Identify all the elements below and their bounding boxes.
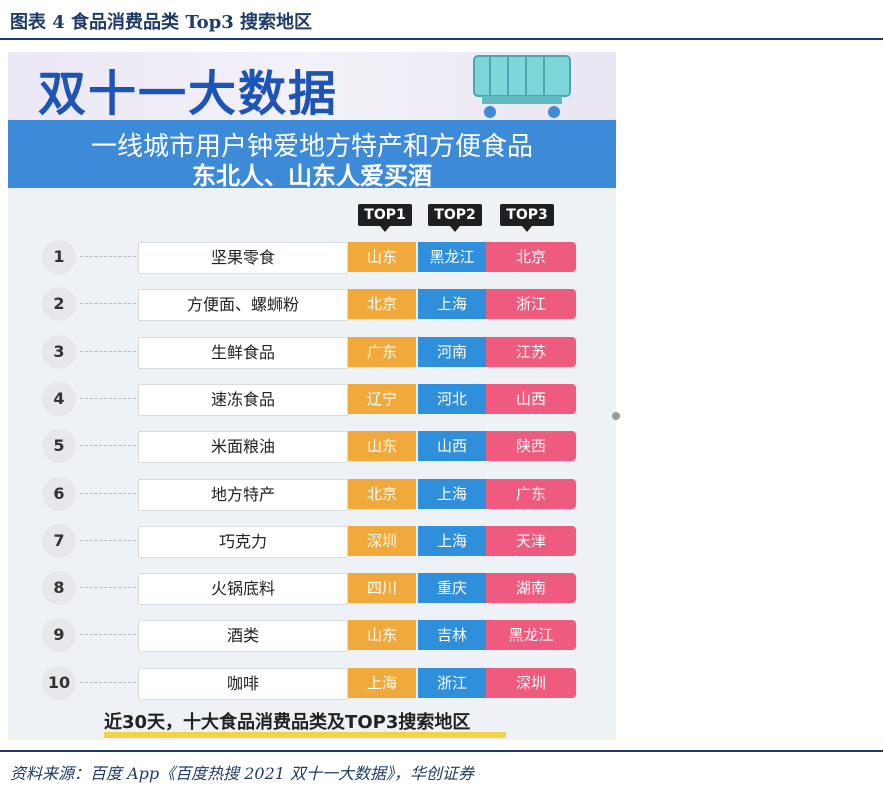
row-dash-connector — [80, 634, 136, 636]
top3-region: 天津 — [486, 525, 576, 556]
top3-region: 陕西 — [486, 431, 576, 462]
rank-number: 5 — [42, 429, 76, 464]
subtitle-banner: 一线城市用户钟爱地方特产和方便食品 东北人、山东人爱买酒 — [8, 120, 616, 190]
rank-number: 2 — [42, 287, 76, 322]
ranking-row: 4 速冻食品 辽宁 河北 山西 — [8, 381, 616, 416]
top2-region: 河南 — [418, 336, 486, 367]
category-name: 坚果零食 — [138, 242, 348, 274]
top3-region: 北京 — [486, 242, 576, 272]
ranking-row: 1 坚果零食 山东 黑龙江 北京 — [8, 240, 616, 274]
source-note: 资料来源：百度 App《百度热搜 2021 双十一大数据》，华创证券 — [10, 764, 475, 783]
row-dash-connector — [80, 445, 136, 447]
top3-region: 广东 — [486, 478, 576, 509]
figure-caption: 图表 4 食品消费品类 Top3 搜索地区 — [10, 12, 313, 33]
top1-region: 上海 — [348, 667, 416, 698]
subtitle-line-2: 东北人、山东人爱买酒 — [192, 162, 432, 190]
rank-number: 6 — [42, 476, 76, 511]
ranking-row: 9 酒类 山东 吉林 黑龙江 — [8, 618, 616, 653]
top2-region: 上海 — [418, 289, 486, 320]
top2-region: 黑龙江 — [418, 242, 486, 272]
rank-number: 7 — [42, 523, 76, 558]
top1-region: 北京 — [348, 289, 416, 320]
footer-note: 近30天，十大食品消费品类及TOP3搜索地区 — [104, 712, 471, 733]
top1-region: 深圳 — [348, 525, 416, 556]
category-name: 米面粮油 — [138, 431, 348, 464]
category-name: 火锅底料 — [138, 573, 348, 606]
category-name: 方便面、螺蛳粉 — [138, 289, 348, 322]
ranking-row: 2 方便面、螺蛳粉 北京 上海 浙江 — [8, 287, 616, 322]
top1-region: 山东 — [348, 620, 416, 651]
row-dash-connector — [80, 397, 136, 399]
rank-number: 4 — [42, 381, 76, 416]
ranking-row: 6 地方特产 北京 上海 广东 — [8, 476, 616, 511]
top1-region: 山东 — [348, 242, 416, 272]
ranking-row: 7 巧克力 深圳 上海 天津 — [8, 523, 616, 558]
category-name: 巧克力 — [138, 525, 348, 558]
top1-region: 四川 — [348, 573, 416, 604]
row-dash-connector — [80, 350, 136, 352]
hero-area: 双十一大数据 — [8, 52, 616, 122]
rank-number: 8 — [42, 571, 76, 606]
top3-region: 江苏 — [486, 336, 576, 367]
category-name: 生鲜食品 — [138, 336, 348, 369]
ranking-row: 8 火锅底料 四川 重庆 湖南 — [8, 571, 616, 606]
top3-region: 深圳 — [486, 667, 576, 698]
row-dash-connector — [80, 681, 136, 683]
top1-region: 辽宁 — [348, 383, 416, 414]
ranking-row: 10 咖啡 上海 浙江 深圳 — [8, 665, 616, 700]
top2-region: 上海 — [418, 478, 486, 509]
bottom-divider — [0, 750, 883, 752]
top2-label: TOP2 — [428, 204, 482, 232]
top1-region: 山东 — [348, 431, 416, 462]
category-name: 咖啡 — [138, 667, 348, 700]
category-name: 地方特产 — [138, 478, 348, 511]
top2-region: 山西 — [418, 431, 486, 462]
top2-region: 浙江 — [418, 667, 486, 698]
top2-region: 吉林 — [418, 620, 486, 651]
top1-label: TOP1 — [358, 204, 412, 232]
subtitle-line-1: 一线城市用户钟爱地方特产和方便食品 — [90, 132, 533, 162]
footer-highlight — [104, 732, 506, 738]
category-name: 酒类 — [138, 620, 348, 653]
top3-region: 山西 — [486, 383, 576, 414]
top2-region: 上海 — [418, 525, 486, 556]
top3-label: TOP3 — [500, 204, 554, 232]
infographic-card: 双十一大数据 一线城市用户钟爱地方特产和方便食品 东北人、山东人爱买酒 TOP1… — [8, 52, 616, 740]
row-dash-connector — [80, 587, 136, 589]
scroll-indicator-dot — [612, 412, 620, 420]
top3-region: 浙江 — [486, 289, 576, 320]
rank-number: 1 — [42, 240, 76, 274]
category-name: 速冻食品 — [138, 383, 348, 416]
row-dash-connector — [80, 492, 136, 494]
top2-region: 重庆 — [418, 573, 486, 604]
ranking-row: 5 米面粮油 山东 山西 陕西 — [8, 429, 616, 464]
shopping-cart-icon — [473, 55, 571, 118]
rank-number: 3 — [42, 334, 76, 369]
row-dash-connector — [80, 539, 136, 541]
rank-number: 9 — [42, 618, 76, 653]
ranking-row: 3 生鲜食品 广东 河南 江苏 — [8, 334, 616, 369]
headline: 双十一大数据 — [38, 66, 339, 122]
row-dash-connector — [80, 303, 136, 305]
top-divider — [0, 38, 883, 40]
top3-region: 湖南 — [486, 573, 576, 604]
rank-number: 10 — [42, 665, 76, 700]
row-dash-connector — [80, 256, 136, 257]
top1-region: 广东 — [348, 336, 416, 367]
top3-region: 黑龙江 — [486, 620, 576, 651]
top1-region: 北京 — [348, 478, 416, 509]
top2-region: 河北 — [418, 383, 486, 414]
